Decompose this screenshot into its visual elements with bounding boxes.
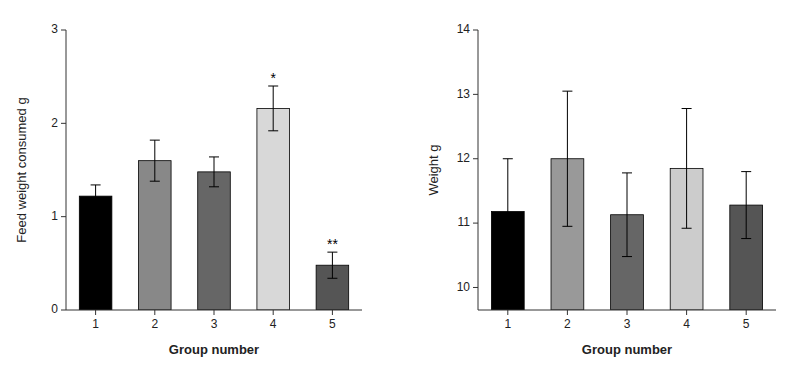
y-tick-label: 2 [51,116,58,130]
y-tick-label: 11 [458,215,471,229]
error-bar [622,173,632,257]
x-tick [214,310,215,315]
x-tick-label: 1 [92,317,99,331]
error-line [686,109,687,229]
annotation: ** [327,236,338,252]
bar [79,196,112,310]
error-bar [562,91,572,226]
bar [257,108,290,310]
y-axis-label: Weight g [426,144,441,195]
x-tick-label: 5 [743,317,750,331]
error-cap [209,156,219,157]
x-tick [627,310,628,315]
marks [79,86,348,310]
error-cap [91,184,101,185]
bar [139,161,172,310]
y-tick [473,30,478,31]
error-cap [622,172,632,173]
x-tick-label: 4 [270,317,277,331]
y-tick-label: 10 [457,280,471,294]
error-cap [150,181,160,182]
error-line [273,86,274,131]
error-bar [268,86,278,131]
y-tick-label: 0 [51,302,58,316]
annotation: * [270,70,276,86]
y-tick [473,94,478,95]
y-tick [473,287,478,288]
y-tick [473,158,478,159]
y-tick-label: 3 [51,22,58,36]
error-bar [150,140,160,181]
panel: 012312345***Group numberFeed weight cons… [14,22,362,357]
error-line [332,252,333,278]
y-tick [473,223,478,224]
x-tick-label: 4 [683,317,690,331]
error-cap [503,158,513,159]
error-cap [622,256,632,257]
y-tick-label: 1 [51,209,58,223]
error-line [627,173,628,257]
error-cap [268,130,278,131]
x-tick-label: 2 [564,317,571,331]
background [0,0,796,383]
error-cap [503,264,513,265]
error-line [214,157,215,187]
x-tick [567,310,568,315]
x-axis-label: Group number [169,342,259,357]
y-tick [61,216,66,217]
error-cap [150,140,160,141]
y-axis-line [66,30,67,310]
error-cap [327,278,337,279]
error-bar [327,252,337,278]
marks [491,91,762,310]
y-tick-label: 12 [457,151,471,165]
x-tick-label: 3 [211,317,218,331]
error-cap [209,186,219,187]
error-cap [741,238,751,239]
y-axis-label: Feed weight consumed g [14,97,29,242]
error-line [154,140,155,181]
error-cap [682,108,692,109]
error-cap [682,228,692,229]
error-bar [741,172,751,239]
x-tick [332,310,333,315]
y-tick [61,310,66,311]
error-cap [741,171,751,172]
error-line [567,91,568,226]
error-bar [682,109,692,229]
error-cap [562,226,572,227]
chart-container: 012312345***Group numberFeed weight cons… [0,0,796,383]
y-tick-label: 13 [457,87,471,101]
x-tick [273,310,274,315]
x-tick-label: 1 [504,317,511,331]
x-tick [746,310,747,315]
y-tick [61,123,66,124]
bar [198,172,231,310]
error-cap [562,91,572,92]
panel: 101112131412345Group numberWeight g [426,22,776,357]
x-tick [95,310,96,315]
x-tick-label: 2 [151,317,158,331]
x-tick-label: 3 [624,317,631,331]
error-bar [209,157,219,187]
y-tick-label: 14 [457,22,471,36]
x-tick [507,310,508,315]
x-tick-label: 5 [329,317,336,331]
error-cap [91,207,101,208]
y-axis-line [478,30,479,310]
x-axis-label: Group number [582,342,672,357]
x-tick [154,310,155,315]
error-line [507,159,508,265]
y-tick [61,30,66,31]
error-bar [503,159,513,265]
error-line [746,172,747,239]
chart-svg: 012312345***Group numberFeed weight cons… [0,0,796,383]
x-tick [686,310,687,315]
error-bar [91,185,101,207]
error-line [95,185,96,207]
